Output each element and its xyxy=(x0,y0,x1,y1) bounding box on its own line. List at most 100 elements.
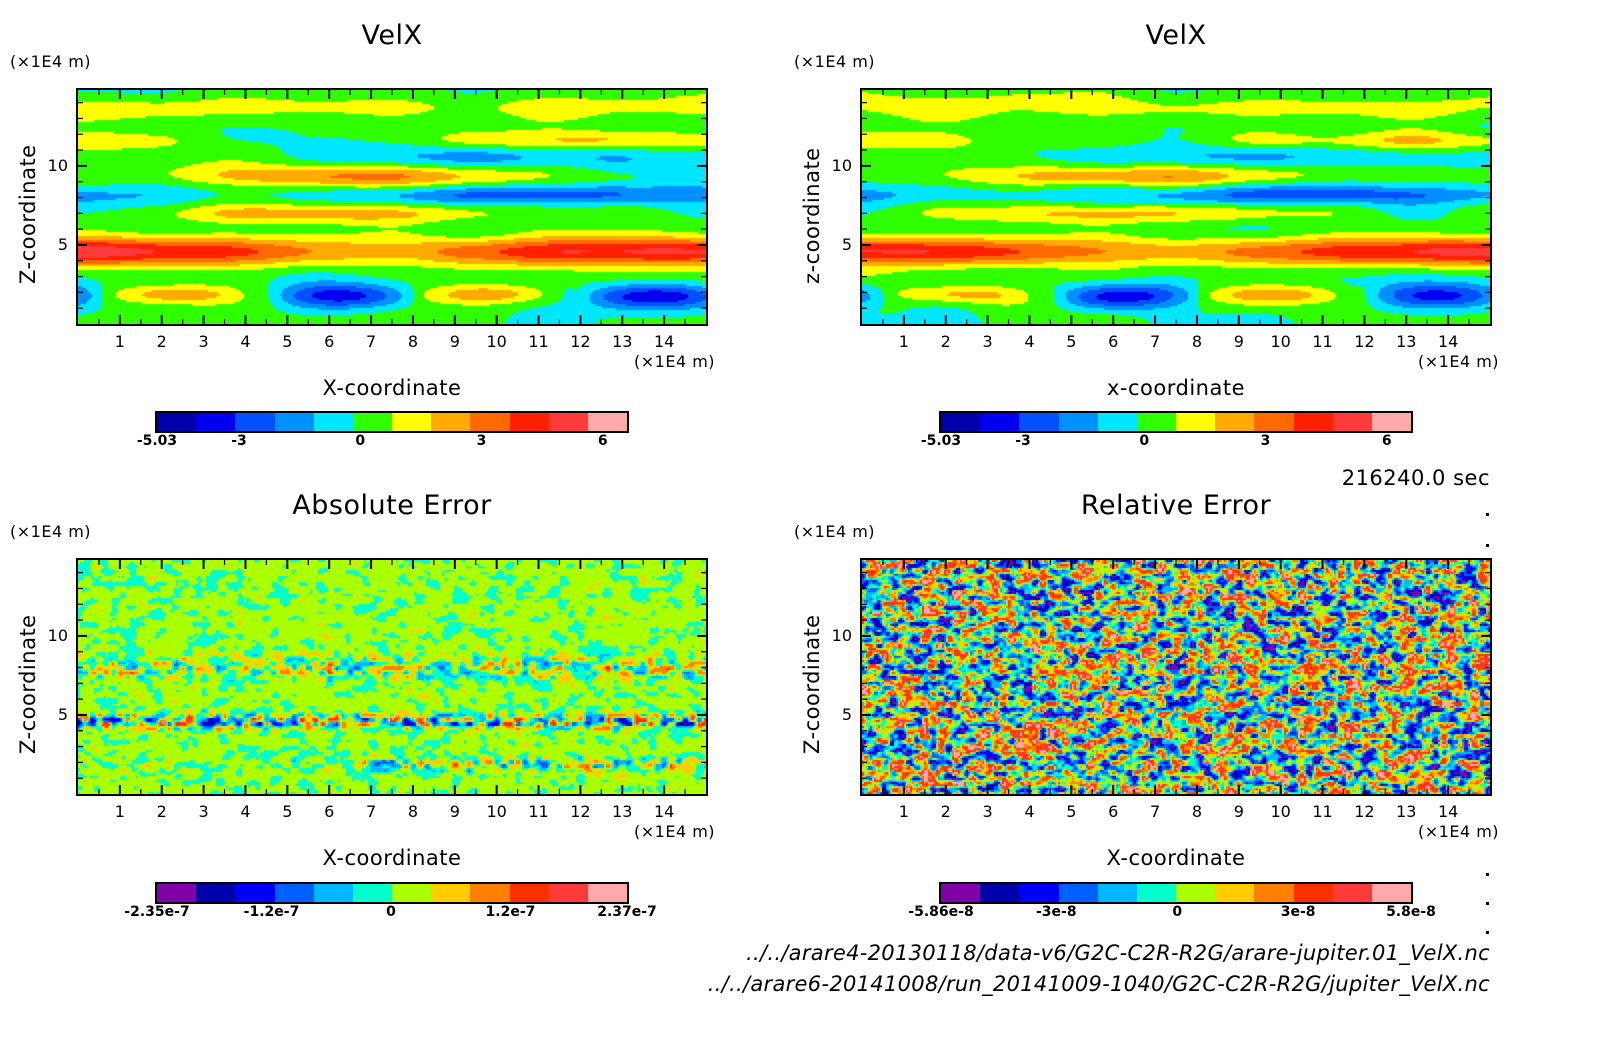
colorbar-segment xyxy=(1215,413,1255,431)
colorbar-segment xyxy=(313,413,353,431)
x-tick-label: 7 xyxy=(1149,332,1161,351)
colorbar-tick-label: -1.2e-7 xyxy=(243,904,300,920)
x-tick-label: 1 xyxy=(114,802,125,821)
colorbar-tick-label: -5.86e-8 xyxy=(908,904,974,920)
colorbar-segment xyxy=(1058,884,1098,902)
x-tick-label: 5 xyxy=(1066,332,1077,351)
y-axis-label: Z-coordinate xyxy=(800,614,824,754)
colorbar-segment xyxy=(941,413,981,431)
colorbar-segment xyxy=(431,413,471,431)
colorbar-segment xyxy=(1332,413,1372,431)
x-tick-label: 7 xyxy=(365,802,377,821)
x-tick-label: 9 xyxy=(449,332,460,351)
colorbar-segment xyxy=(196,413,236,431)
chart-title: VelX xyxy=(361,20,423,51)
colorbar-tick-label: 0 xyxy=(355,433,366,449)
simulation-time: 216240.0 sec xyxy=(1341,466,1490,490)
colorbar-segment xyxy=(313,884,353,902)
colorbar-segment xyxy=(548,413,588,431)
heatmap-field xyxy=(76,558,708,796)
colorbar-tick-label: -5.03 xyxy=(136,433,178,449)
colorbar-tick-label: 3 xyxy=(476,433,487,449)
colorbar-tick-label: 6 xyxy=(1381,433,1392,449)
x-tick-label: 12 xyxy=(1354,802,1375,821)
x-axis-label: X-coordinate xyxy=(322,376,462,400)
y-tick-label: 5 xyxy=(57,704,68,724)
x-tick-label: 6 xyxy=(1108,802,1119,821)
colorbar-segment xyxy=(431,884,471,902)
colorbar-segment xyxy=(1097,413,1137,431)
x-tick-label: 1 xyxy=(898,332,909,351)
x-axis-unit: (×1E4 m) xyxy=(1418,822,1500,841)
y-axis-unit: (×1E4 m) xyxy=(794,522,876,541)
marker-dot xyxy=(1486,931,1489,934)
x-tick-label: 10 xyxy=(1270,332,1291,351)
x-tick-label: 10 xyxy=(486,802,507,821)
x-tick-label: 9 xyxy=(1233,332,1244,351)
colorbar-segment xyxy=(587,884,628,902)
x-tick-label: 1 xyxy=(898,802,909,821)
colorbar-segment xyxy=(1176,413,1216,431)
marker-dot xyxy=(1486,902,1489,905)
colorbar-tick-label: -3e-8 xyxy=(1035,904,1077,920)
colorbar-segment xyxy=(548,884,588,902)
x-tick-label: 13 xyxy=(612,332,633,351)
colorbar-segment xyxy=(1293,413,1333,431)
y-tick-label: 10 xyxy=(47,155,68,175)
colorbar-segment xyxy=(1176,884,1216,902)
colorbar-tick-label: 3e-8 xyxy=(1280,904,1316,920)
colorbar-segment xyxy=(1136,884,1177,902)
colorbar-segment xyxy=(509,413,549,431)
colorbar-segment xyxy=(1136,413,1177,431)
heatmap-field xyxy=(76,88,708,326)
x-tick-label: 14 xyxy=(653,332,675,351)
y-axis-unit: (×1E4 m) xyxy=(794,52,876,71)
marker-dot xyxy=(1486,873,1489,876)
x-tick-label: 11 xyxy=(528,802,549,821)
colorbar-tick-label: -5.03 xyxy=(920,433,962,449)
x-axis-label: X-coordinate xyxy=(1106,846,1246,870)
colorbar-tick-label: -2.35e-7 xyxy=(124,904,190,920)
x-tick-label: 4 xyxy=(1024,332,1035,351)
x-tick-label: 11 xyxy=(1312,802,1333,821)
colorbar xyxy=(939,882,1413,904)
x-tick-label: 10 xyxy=(486,332,507,351)
chart-title: Relative Error xyxy=(1080,490,1272,521)
x-tick-label: 1 xyxy=(114,332,125,351)
x-tick-label: 5 xyxy=(1066,802,1077,821)
x-tick-label: 5 xyxy=(282,332,293,351)
x-tick-label: 6 xyxy=(324,332,335,351)
heatmap-field xyxy=(860,88,1492,326)
marker-dot xyxy=(1486,513,1489,516)
x-tick-label: 12 xyxy=(570,332,591,351)
colorbar-tick-label: 0 xyxy=(1172,904,1183,920)
colorbar-segment xyxy=(1019,413,1059,431)
colorbar-segment xyxy=(392,884,432,902)
x-tick-label: 4 xyxy=(1024,802,1035,821)
colorbar-segment xyxy=(470,413,510,431)
x-tick-label: 7 xyxy=(1149,802,1161,821)
x-tick-label: 14 xyxy=(1437,802,1459,821)
colorbar-segment xyxy=(157,413,197,431)
x-tick-label: 13 xyxy=(1396,802,1417,821)
colorbar-segment xyxy=(470,884,510,902)
colorbar-tick-label: 0 xyxy=(386,904,396,920)
x-tick-label: 5 xyxy=(282,802,293,821)
x-tick-label: 13 xyxy=(612,802,633,821)
x-tick-label: 14 xyxy=(653,802,675,821)
colorbar-segment xyxy=(587,413,628,431)
marker-dot xyxy=(1486,544,1489,547)
colorbar-tick-label: -3 xyxy=(231,433,247,449)
x-tick-label: 9 xyxy=(449,802,460,821)
x-tick-label: 2 xyxy=(156,802,167,821)
x-tick-label: 2 xyxy=(940,332,951,351)
colorbar-segment xyxy=(980,413,1020,431)
colorbar-segment xyxy=(352,884,393,902)
colorbar-segment xyxy=(1371,884,1412,902)
x-tick-label: 11 xyxy=(528,332,549,351)
x-tick-label: 3 xyxy=(982,332,993,351)
y-axis-label: Z-coordinate xyxy=(16,144,40,284)
x-axis-unit: (×1E4 m) xyxy=(1418,352,1500,371)
colorbar-tick-label: 3 xyxy=(1260,433,1271,449)
colorbar-segment xyxy=(235,884,275,902)
